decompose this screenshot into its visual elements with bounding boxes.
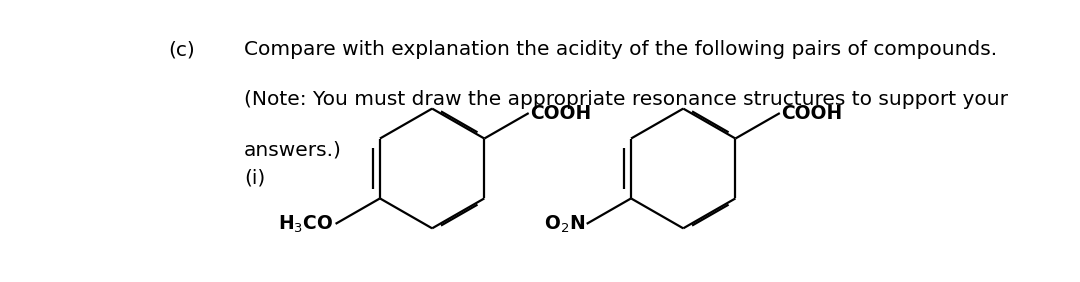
Text: (Note: You must draw the appropriate resonance structures to support your: (Note: You must draw the appropriate res…	[244, 90, 1008, 109]
Text: COOH: COOH	[782, 103, 842, 123]
Text: O$_2$N: O$_2$N	[544, 213, 585, 235]
Text: (c): (c)	[168, 40, 195, 59]
Text: Compare with explanation the acidity of the following pairs of compounds.: Compare with explanation the acidity of …	[244, 40, 997, 59]
Text: (i): (i)	[244, 168, 265, 188]
Text: COOH: COOH	[530, 103, 592, 123]
Text: answers.): answers.)	[244, 140, 341, 159]
Text: H$_3$CO: H$_3$CO	[279, 213, 334, 235]
